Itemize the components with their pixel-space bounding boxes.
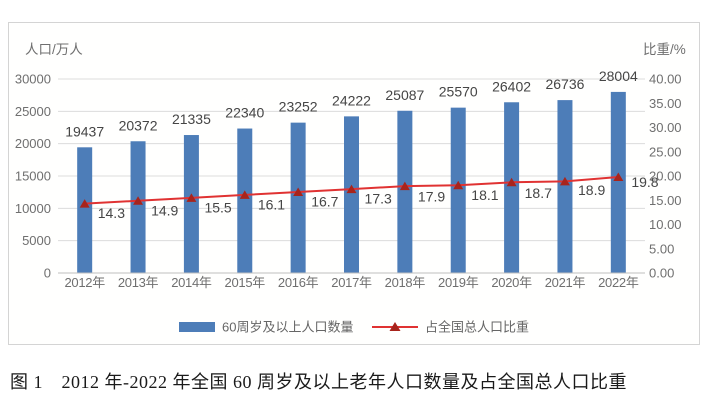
left-axis-tick-30000: 30000	[15, 72, 51, 87]
line-marker-2013年	[133, 196, 144, 205]
line-label-2019年: 18.1	[471, 187, 498, 203]
bar-2020年	[504, 102, 520, 274]
legend-label-line-series: 占全国总人口比重	[425, 320, 529, 335]
line-label-2018年: 17.9	[418, 189, 445, 205]
left-axis-tick-0: 0	[44, 266, 51, 281]
x-axis-tick-2022年: 2022年	[598, 275, 639, 290]
line-label-2012年: 14.3	[98, 205, 125, 221]
right-axis-tick-35.00: 35.00	[649, 96, 682, 111]
bar-2012年	[77, 147, 93, 273]
left-axis-tick-15000: 15000	[15, 169, 51, 184]
figure-caption: 图 1 2012 年-2022 年全国 60 周岁及以上老年人口数量及占全国总人…	[10, 372, 627, 392]
right-axis-tick-10.00: 10.00	[649, 217, 682, 232]
bar-label-2013年: 20372	[119, 117, 158, 133]
left-axis-tick-10000: 10000	[15, 201, 51, 216]
x-axis-tick-2012年: 2012年	[64, 275, 105, 290]
combo-chart-svg: 30000 25000 20000 15000 10000 5000 0 40.00 35.00…	[15, 42, 686, 335]
left-axis-tick-5000: 5000	[22, 233, 51, 248]
bar-label-2015年: 22340	[225, 105, 264, 121]
line-label-2016年: 16.7	[311, 194, 338, 210]
x-axis-tick-2021年: 2021年	[545, 275, 586, 290]
x-axis-tick-2016年: 2016年	[278, 275, 319, 290]
bar-label-2019年: 25570	[439, 84, 478, 100]
bar-2014年	[183, 135, 199, 273]
line-label-2022年: 19.8	[631, 174, 658, 190]
line-marker-2020年	[506, 177, 517, 187]
line-label-2014年: 15.5	[204, 199, 231, 215]
left-axis-title: 人口/万人	[25, 42, 83, 57]
line-marker-2014年	[186, 193, 197, 202]
right-axis-tick-25.00: 25.00	[649, 144, 682, 159]
bar-2021年	[557, 100, 573, 273]
bar-label-2021年: 26736	[545, 76, 584, 92]
bar-label-2016年: 23252	[279, 99, 318, 115]
legend-swatch-bar-series	[179, 322, 215, 332]
bar-2017年	[344, 116, 359, 273]
x-axis-tick-2018年: 2018年	[385, 275, 426, 290]
bar-2018年	[397, 110, 413, 273]
x-axis-tick-2019年: 2019年	[438, 275, 479, 290]
line-label-2021年: 18.9	[578, 182, 605, 198]
line-marker-2022年	[613, 172, 624, 181]
bar-label-2022年: 28004	[599, 68, 638, 84]
bar-2013年	[130, 141, 146, 273]
bar-2015年	[237, 128, 253, 273]
x-axis-tick-2020年: 2020年	[491, 275, 532, 290]
bar-label-2020年: 26402	[492, 78, 531, 94]
line-marker-2019年	[453, 180, 464, 190]
line-marker-2015年	[239, 190, 250, 199]
right-axis-tick-15.00: 15.00	[649, 193, 682, 208]
bar-label-2014年: 21335	[172, 111, 211, 127]
bar-2019年	[450, 107, 466, 273]
right-axis-tick-40.00: 40.00	[649, 72, 682, 87]
line-marker-2016年	[293, 187, 304, 197]
left-axis-tick-20000: 20000	[15, 136, 51, 151]
line-label-2015年: 16.1	[258, 196, 285, 212]
bar-label-2012年: 19437	[65, 123, 104, 139]
line-label-2013年: 14.9	[151, 202, 178, 218]
x-axis-tick-2017年: 2017年	[331, 275, 372, 290]
right-axis-title: 比重/%	[643, 42, 686, 57]
line-marker-2017年	[346, 184, 357, 194]
x-axis-tick-2014年: 2014年	[171, 275, 212, 290]
bar-2022年	[610, 91, 626, 273]
line-label-2017年: 17.3	[365, 191, 392, 207]
right-axis-tick-30.00: 30.00	[649, 120, 682, 135]
line-marker-2012年	[79, 199, 90, 208]
right-axis-tick-5.00: 5.00	[649, 241, 674, 256]
legend-marker-line-series	[389, 322, 401, 331]
line-marker-2018年	[399, 181, 410, 191]
legend-label-bar-series: 60周岁及以上人口数量	[222, 320, 353, 335]
chart-container: 30000 25000 20000 15000 10000 5000 0 40.00 35.00…	[8, 22, 700, 345]
line-marker-2021年	[559, 176, 570, 186]
line-label-2020年: 18.7	[525, 185, 552, 201]
x-axis-tick-2015年: 2015年	[225, 275, 266, 290]
bar-2016年	[290, 122, 306, 273]
bar-label-2018年: 25087	[385, 87, 424, 103]
right-axis-tick-20.00: 20.00	[649, 169, 682, 184]
bar-label-2017年: 24222	[332, 92, 371, 108]
right-axis-tick-0.00: 0.00	[649, 266, 674, 281]
left-axis-tick-25000: 25000	[15, 104, 51, 119]
x-axis-tick-2013年: 2013年	[118, 275, 159, 290]
